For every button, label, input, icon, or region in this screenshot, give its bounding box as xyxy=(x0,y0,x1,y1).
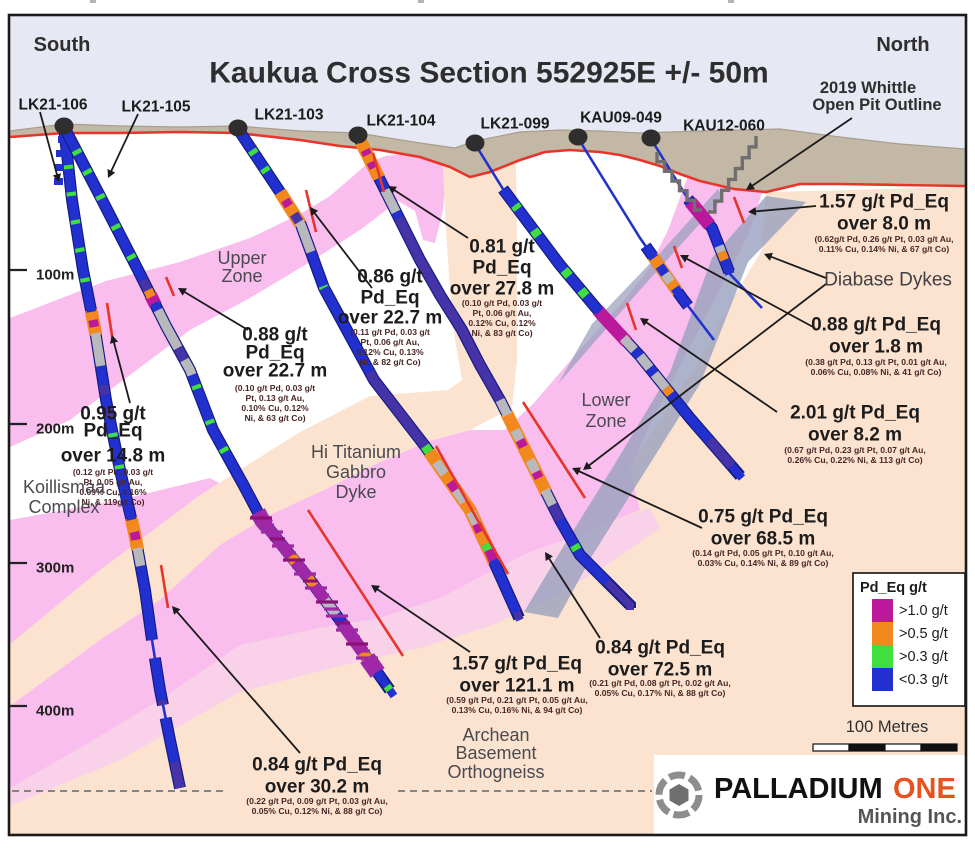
svg-text:0.95 g/t: 0.95 g/t xyxy=(80,404,146,425)
svg-text:Ni, & 83 g/t Co): Ni, & 83 g/t Co) xyxy=(471,328,532,338)
svg-text:0.05% Cu, 0.12% Ni, & 88 g/t C: 0.05% Cu, 0.12% Ni, & 88 g/t Co) xyxy=(252,806,383,816)
svg-text:Hi Titanium: Hi Titanium xyxy=(311,442,401,462)
svg-text:(0.14 g/t Pd, 0.05 g/t Pt, 0.1: (0.14 g/t Pd, 0.05 g/t Pt, 0.10 g/t Au, xyxy=(692,548,834,558)
svg-text:Orthogneiss: Orthogneiss xyxy=(447,762,544,782)
svg-text:0.26% Cu, 0.22% Ni, & 113 g/t: 0.26% Cu, 0.22% Ni, & 113 g/t Co) xyxy=(787,455,922,465)
svg-text:(0.10 g/t Pd, 0.03 g/t: (0.10 g/t Pd, 0.03 g/t xyxy=(235,383,315,393)
svg-text:North: North xyxy=(876,34,929,56)
svg-text:over 30.2 m: over 30.2 m xyxy=(265,777,370,798)
svg-text:Zone: Zone xyxy=(221,266,262,286)
svg-text:KAU12-060: KAU12-060 xyxy=(683,118,765,135)
svg-text:0.12% Cu, 0.12%: 0.12% Cu, 0.12% xyxy=(468,318,536,328)
svg-text:<0.3 g/t: <0.3 g/t xyxy=(899,672,948,688)
svg-text:over 68.5 m: over 68.5 m xyxy=(711,529,816,550)
svg-text:Ni, & 82 g/t Co): Ni, & 82 g/t Co) xyxy=(359,357,420,367)
svg-text:0.75 g/t Pd_Eq: 0.75 g/t Pd_Eq xyxy=(698,507,828,528)
svg-text:KAU09-049: KAU09-049 xyxy=(580,110,662,127)
svg-text:Koillismaa: Koillismaa xyxy=(23,477,106,497)
svg-text:400m: 400m xyxy=(36,703,74,720)
svg-text:over 8.2 m: over 8.2 m xyxy=(808,425,902,446)
svg-text:>0.3 g/t: >0.3 g/t xyxy=(899,649,948,665)
svg-text:(0.38 g/t Pd, 0.13 g/t Pt, 0.0: (0.38 g/t Pd, 0.13 g/t Pt, 0.01 g/t Au, xyxy=(805,357,947,367)
svg-text:Pd_Eq: Pd_Eq xyxy=(360,288,419,309)
svg-text:0.03% Cu, 0.14% Ni, & 89 g/t C: 0.03% Cu, 0.14% Ni, & 89 g/t Co) xyxy=(698,558,829,568)
svg-text:0.12% Cu, 0.13%: 0.12% Cu, 0.13% xyxy=(356,347,424,357)
svg-text:Pd_Eq g/t: Pd_Eq g/t xyxy=(860,580,927,596)
svg-text:Mining Inc.: Mining Inc. xyxy=(858,806,962,828)
svg-text:2019 Whittle: 2019 Whittle xyxy=(820,79,916,97)
svg-text:0.10% Cu, 0.12%: 0.10% Cu, 0.12% xyxy=(241,403,309,413)
svg-text:Pt, 0.06 g/t Au,: Pt, 0.06 g/t Au, xyxy=(473,308,532,318)
svg-text:(0.59 g/t Pd, 0.21 g/t Pt, 0.0: (0.59 g/t Pd, 0.21 g/t Pt, 0.05 g/t Au, xyxy=(446,695,588,705)
svg-text:South: South xyxy=(34,34,91,56)
svg-text:LK21-106: LK21-106 xyxy=(19,97,88,114)
svg-text:Pd_Eq: Pd_Eq xyxy=(472,258,531,279)
svg-text:0.09% Cu, 0.16%: 0.09% Cu, 0.16% xyxy=(79,487,147,497)
svg-text:0.88 g/t: 0.88 g/t xyxy=(242,325,308,346)
svg-text:Kaukua Cross Section 552925E +: Kaukua Cross Section 552925E +/- 50m xyxy=(209,57,768,90)
svg-text:(0.22 g/t Pd, 0.09 g/t Pt, 0.0: (0.22 g/t Pd, 0.09 g/t Pt, 0.03 g/t Au, xyxy=(246,796,388,806)
svg-text:0.13% Cu, 0.16% Ni, & 94 g/t C: 0.13% Cu, 0.16% Ni, & 94 g/t Co) xyxy=(452,705,583,715)
svg-text:LK21-104: LK21-104 xyxy=(367,113,436,130)
svg-text:Zone: Zone xyxy=(585,411,626,431)
svg-text:Pt, 0.13 g/t Au,: Pt, 0.13 g/t Au, xyxy=(246,393,305,403)
svg-text:Ni, & 119g/t Co): Ni, & 119g/t Co) xyxy=(81,497,144,507)
svg-text:LK21-103: LK21-103 xyxy=(255,107,324,124)
svg-text:(0.62g/t Pd, 0.26 g/t Pt, 0.03: (0.62g/t Pd, 0.26 g/t Pt, 0.03 g/t Au, xyxy=(814,234,953,244)
svg-text:>0.5 g/t: >0.5 g/t xyxy=(899,626,948,642)
svg-text:over 1.8 m: over 1.8 m xyxy=(829,337,923,358)
svg-text:0.86 g/t: 0.86 g/t xyxy=(357,267,423,288)
svg-text:over 8.0 m: over 8.0 m xyxy=(837,214,931,235)
svg-text:0.11% Cu, 0.14% Ni, & 67 g/t C: 0.11% Cu, 0.14% Ni, & 67 g/t Co) xyxy=(819,244,950,254)
svg-text:Dyke: Dyke xyxy=(335,482,376,502)
svg-text:Basement: Basement xyxy=(455,743,536,763)
svg-text:over 22.7 m: over 22.7 m xyxy=(338,308,443,329)
svg-text:0.84 g/t Pd_Eq: 0.84 g/t Pd_Eq xyxy=(595,638,725,659)
svg-text:LK21-099: LK21-099 xyxy=(481,116,550,133)
svg-text:300m: 300m xyxy=(36,560,74,577)
svg-text:0.88 g/t Pd_Eq: 0.88 g/t Pd_Eq xyxy=(811,315,941,336)
svg-text:1.57 g/t Pd_Eq: 1.57 g/t Pd_Eq xyxy=(819,192,949,213)
svg-text:Pt, 0.05 g/t Au,: Pt, 0.05 g/t Au, xyxy=(84,477,143,487)
svg-text:over 27.8 m: over 27.8 m xyxy=(450,279,555,300)
svg-text:(0.10 g/t Pd, 0.03 g/t: (0.10 g/t Pd, 0.03 g/t xyxy=(462,298,542,308)
svg-text:Complex: Complex xyxy=(28,497,99,517)
svg-text:(0.11 g/t Pd, 0.03 g/t: (0.11 g/t Pd, 0.03 g/t xyxy=(350,327,430,337)
svg-text:Archean: Archean xyxy=(462,725,529,745)
svg-text:(0.21 g/t Pd, 0.08 g/t Pt, 0.0: (0.21 g/t Pd, 0.08 g/t Pt, 0.02 g/t Au, xyxy=(589,678,731,688)
svg-text:Lower: Lower xyxy=(581,390,630,410)
svg-text:Ni, & 63 g/t Co): Ni, & 63 g/t Co) xyxy=(244,413,305,423)
svg-text:Pd_Eq: Pd_Eq xyxy=(245,343,304,364)
svg-text:1.57 g/t Pd_Eq: 1.57 g/t Pd_Eq xyxy=(452,654,582,675)
svg-text:0.06% Cu, 0.08% Ni, & 41 g/t C: 0.06% Cu, 0.08% Ni, & 41 g/t Co) xyxy=(811,367,942,377)
svg-text:Diabase Dykes: Diabase Dykes xyxy=(824,270,952,291)
svg-text:over 72.5 m: over 72.5 m xyxy=(608,660,713,681)
svg-text:Pd_Eq: Pd_Eq xyxy=(83,421,142,442)
svg-text:100m: 100m xyxy=(36,267,74,284)
svg-text:100 Metres: 100 Metres xyxy=(846,718,929,736)
svg-text:over 14.8 m: over 14.8 m xyxy=(61,446,166,467)
svg-text:ONE: ONE xyxy=(893,773,956,805)
svg-text:Gabbro: Gabbro xyxy=(326,462,386,482)
svg-text:over 22.7 m: over 22.7 m xyxy=(223,361,328,382)
svg-text:>1.0 g/t: >1.0 g/t xyxy=(899,603,948,619)
svg-text:Open Pit Outline: Open Pit Outline xyxy=(812,96,941,114)
svg-text:0.05% Cu, 0.17% Ni, & 88 g/t C: 0.05% Cu, 0.17% Ni, & 88 g/t Co) xyxy=(595,688,726,698)
svg-text:0.81 g/t: 0.81 g/t xyxy=(469,237,535,258)
svg-text:(0.67 g/t Pd, 0.23 g/t Pt, 0.0: (0.67 g/t Pd, 0.23 g/t Pt, 0.07 g/t Au, xyxy=(784,445,926,455)
svg-text:2.01 g/t Pd_Eq: 2.01 g/t Pd_Eq xyxy=(790,403,920,424)
svg-text:(0.12 g/t Pd, 0.03 g/t: (0.12 g/t Pd, 0.03 g/t xyxy=(73,467,153,477)
svg-text:Pt, 0.06 g/t Au,: Pt, 0.06 g/t Au, xyxy=(361,337,420,347)
svg-text:200m: 200m xyxy=(36,421,74,438)
svg-text:LK21-105: LK21-105 xyxy=(122,99,191,116)
svg-text:Upper: Upper xyxy=(217,248,266,268)
svg-text:over 121.1 m: over 121.1 m xyxy=(459,676,574,697)
svg-text:PALLADIUM: PALLADIUM xyxy=(714,773,883,805)
svg-text:0.84 g/t Pd_Eq: 0.84 g/t Pd_Eq xyxy=(252,755,382,776)
